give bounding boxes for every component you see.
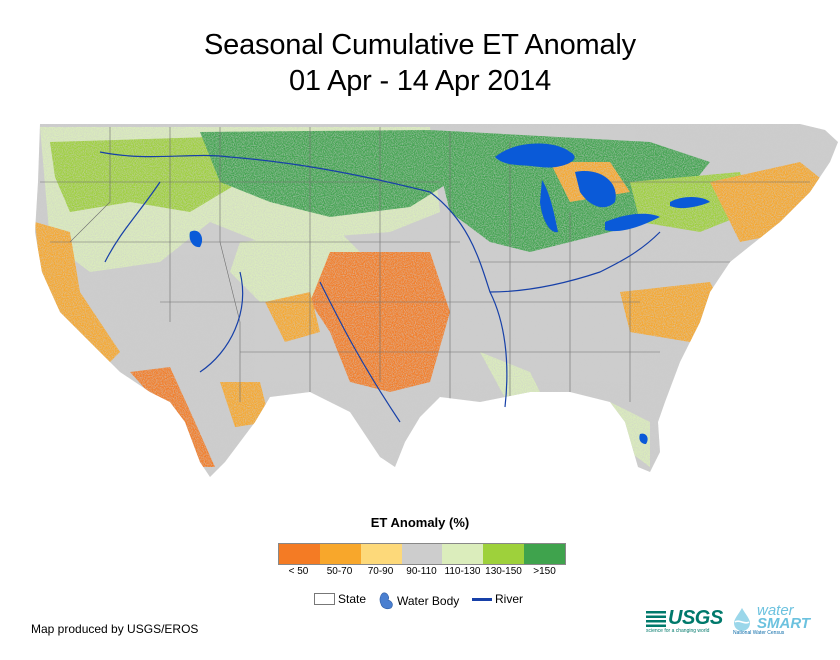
watersmart-bottom: SMART — [757, 615, 811, 632]
water-bodies — [189, 143, 710, 444]
legend-label: 110-130 — [444, 566, 481, 577]
legend-swatch — [483, 544, 525, 564]
legend-swatch — [524, 544, 566, 564]
great-salt-lake — [189, 230, 203, 248]
key-state: State — [314, 592, 366, 606]
legend-label: 90-110 — [406, 566, 437, 577]
watersmart-subtitle: National Water Census — [733, 630, 785, 636]
map-date-range: 01 Apr - 14 Apr 2014 — [288, 65, 552, 97]
usgs-wave-icon — [646, 611, 666, 627]
lake-huron — [575, 171, 616, 208]
key-river: River — [472, 592, 523, 606]
lake-okeechobee — [639, 433, 648, 444]
rivers — [99, 151, 661, 423]
usgs-tagline: science for a changing world — [646, 628, 710, 634]
key-river-label: River — [495, 592, 524, 606]
lake-ontario — [670, 197, 710, 209]
legend-swatch — [279, 544, 320, 564]
water-drop-icon — [734, 608, 750, 631]
lake-superior — [495, 143, 575, 168]
river-symbol — [472, 597, 492, 601]
key-water-body-label: Water Body — [397, 594, 460, 608]
legend-swatch — [401, 544, 443, 564]
lake-michigan — [540, 180, 558, 233]
water-body-icon — [379, 592, 393, 610]
state-boundaries — [40, 127, 810, 402]
usgs-wordmark: USGS — [668, 607, 723, 629]
legend-label: < 50 — [288, 566, 309, 577]
legend-label: 70-90 — [367, 566, 394, 577]
et-anomaly-map — [35, 124, 838, 477]
legend-swatch — [360, 544, 402, 564]
legend-label: >150 — [533, 566, 556, 577]
state-symbol — [314, 593, 335, 605]
key-water-body: Water Body — [377, 592, 459, 610]
legend-swatch — [319, 544, 361, 564]
legend-label: 130-150 — [485, 566, 522, 577]
lake-erie — [605, 213, 660, 232]
river-rio-grande — [319, 281, 401, 423]
map-title: Seasonal Cumulative ET Anomaly — [204, 29, 636, 61]
legend-title: ET Anomaly (%) — [370, 515, 470, 530]
legend-labels: < 50 50-70 70-90 90-110 110-130 130-150 >150 — [278, 566, 566, 580]
river-colorado — [199, 271, 244, 373]
legend-color-bar — [278, 543, 566, 565]
river-missouri-mississippi — [99, 151, 508, 408]
legend-label: 50-70 — [326, 566, 353, 577]
river-snake-columbia — [104, 181, 161, 263]
credit-text: Map produced by USGS/EROS — [31, 622, 199, 636]
key-state-label: State — [338, 592, 367, 606]
legend-swatch — [442, 544, 484, 564]
river-ohio — [489, 231, 661, 293]
watersmart-top: water — [757, 602, 794, 619]
